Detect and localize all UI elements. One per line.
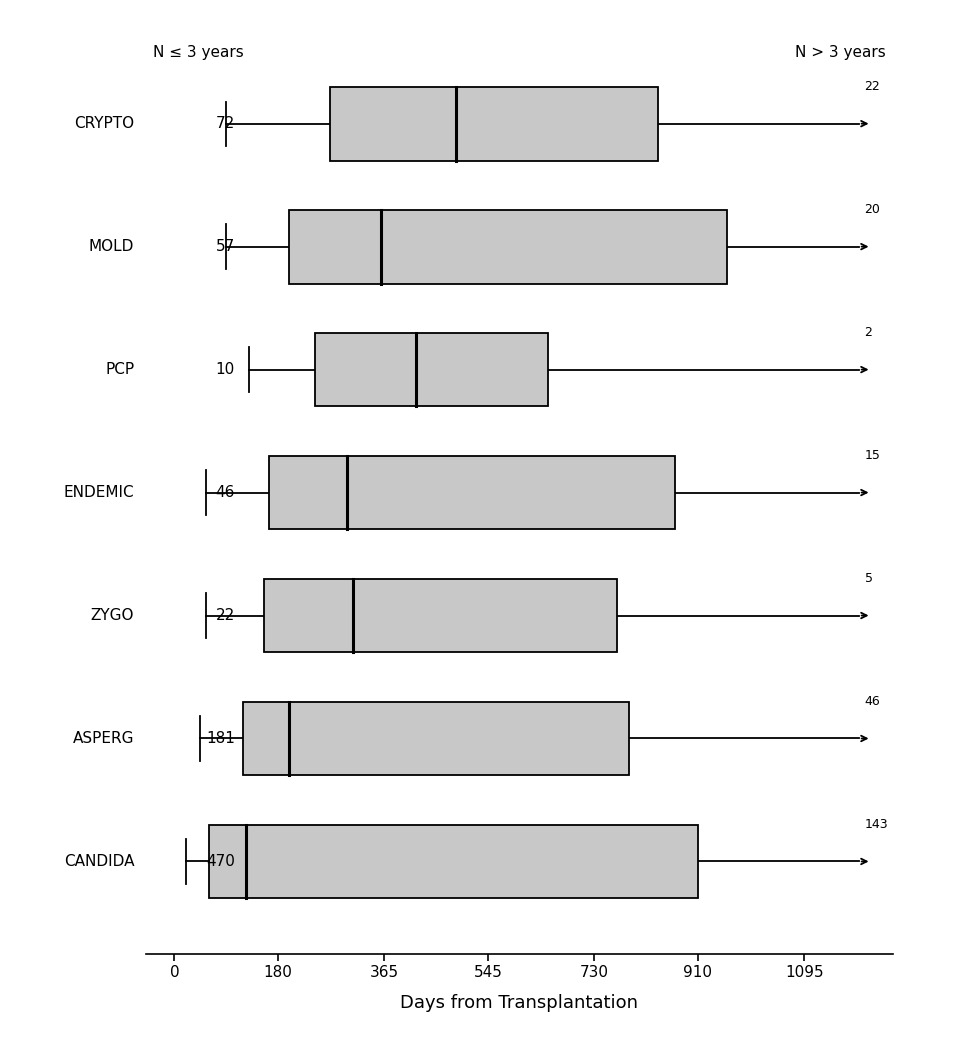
X-axis label: Days from Transplantation: Days from Transplantation [400,995,639,1012]
Text: CANDIDA: CANDIDA [64,854,134,869]
Text: 46: 46 [864,695,881,708]
Bar [330,87,657,160]
Text: N ≤ 3 years: N ≤ 3 years [153,45,244,61]
Bar [289,210,726,284]
Text: 181: 181 [206,732,235,746]
Text: 57: 57 [216,239,235,254]
Bar [244,701,629,776]
Text: 20: 20 [864,203,881,216]
Text: CRYPTO: CRYPTO [74,116,134,131]
Text: 15: 15 [864,450,881,462]
Bar [263,578,618,653]
Text: 22: 22 [864,81,881,93]
Text: MOLD: MOLD [88,239,134,254]
Text: N > 3 years: N > 3 years [795,45,886,61]
Bar [316,332,549,407]
Text: PCP: PCP [105,363,134,377]
Text: 22: 22 [216,608,235,623]
Text: 2: 2 [864,326,872,340]
Text: ENDEMIC: ENDEMIC [63,485,134,500]
Text: 5: 5 [864,572,873,585]
Text: ASPERG: ASPERG [73,732,134,746]
Text: 143: 143 [864,818,888,831]
Text: 470: 470 [206,854,235,869]
Bar [209,825,698,898]
Text: 46: 46 [216,485,235,500]
Text: 10: 10 [216,363,235,377]
Text: 72: 72 [216,116,235,131]
Text: ZYGO: ZYGO [90,608,134,623]
Bar [269,456,675,529]
